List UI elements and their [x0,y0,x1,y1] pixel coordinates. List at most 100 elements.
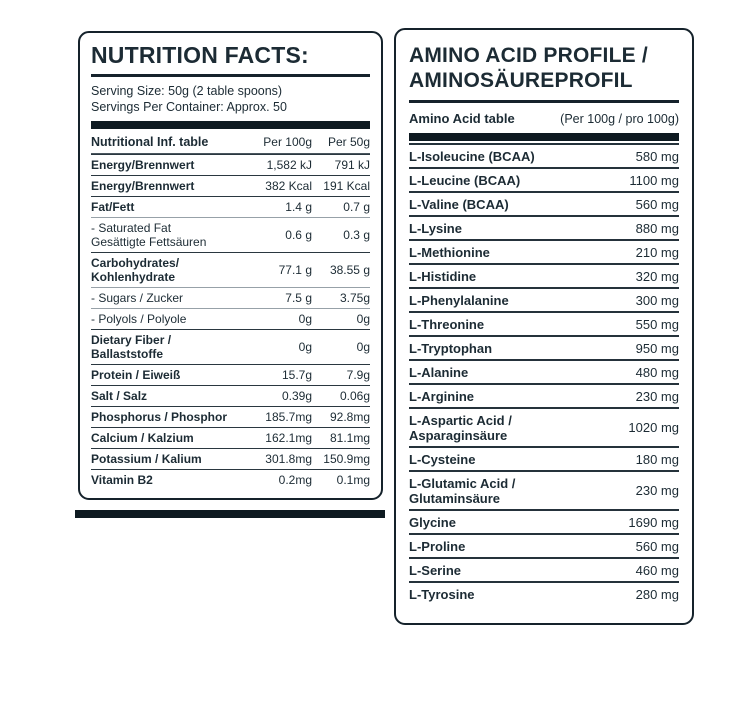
nutrient-label: - Saturated Fat Gesättigte Fettsäuren [91,221,207,249]
amino-table-row: L-Alanine 480 mg [409,359,679,383]
amino-acid-amount: 210 mg [635,244,679,260]
nutrient-value-per100g: 1,582 kJ [266,158,312,172]
nutrition-table-row: - Saturated Fat Gesättigte Fettsäuren 0.… [91,217,370,252]
nutrition-table-row: Fat/Fett 1.4 g 0.7 g [91,196,370,217]
amino-acid-profile-panel: AMINO ACID PROFILE / AMINOSÄUREPROFIL Am… [394,28,694,625]
nutrient-value-per50g: 0.06g [339,389,370,403]
nutrient-value-per50g: 0.3 g [343,228,370,242]
nutrient-value-per50g: 791 kJ [334,158,370,172]
nutrition-table-row: Dietary Fiber / Ballaststoffe 0g 0g [91,329,370,364]
nutrition-table-body: Energy/Brennwert 1,582 kJ 791 kJ Energy/… [91,154,370,490]
amino-table-row: Glycine 1690 mg [409,509,679,533]
nutrition-facts-title: NUTRITION FACTS: [91,42,309,68]
amino-header-units: (Per 100g / pro 100g) [560,112,679,126]
amino-profile-title: AMINO ACID PROFILE / AMINOSÄUREPROFIL [409,43,679,93]
amino-acid-amount: 300 mg [635,292,679,308]
amino-acid-amount: 230 mg [635,388,679,404]
amino-table-row: L-Isoleucine (BCAA) 580 mg [409,143,679,167]
servings-per-container-text: Servings Per Container: Approx. 50 [91,100,287,114]
section-bar [91,121,370,129]
amino-acid-name: L-Proline [409,538,466,554]
amino-table-body: L-Isoleucine (BCAA) 580 mg L-Leucine (BC… [409,143,679,605]
amino-table-row: L-Methionine 210 mg [409,239,679,263]
amino-acid-name: L-Histidine [409,268,477,284]
amino-acid-name: L-Valine (BCAA) [409,196,509,212]
amino-acid-amount: 580 mg [635,148,679,164]
amino-acid-name: L-Threonine [409,316,485,332]
nutrient-value-per100g: 7.5 g [285,291,312,305]
nutrient-value-per50g: 81.1mg [329,431,370,445]
nutrition-table-row: Phosphorus / Phosphor 185.7mg 92.8mg [91,406,370,427]
nutrient-value-per50g: 38.55 g [329,263,370,277]
nutrition-table-row: Potassium / Kalium 301.8mg 150.9mg [91,448,370,469]
nutrient-value-per100g: 1.4 g [285,200,312,214]
nutrient-value-per50g: 0g [356,312,370,326]
amino-acid-amount: 1020 mg [628,420,679,435]
nutrient-label: Salt / Salz [91,389,148,403]
nutrient-label: - Sugars / Zucker [91,291,184,305]
bottom-divider-bar [75,510,385,518]
title-divider [409,100,679,103]
amino-acid-amount: 460 mg [635,562,679,578]
nutrition-header-per50g: Per 50g [327,135,370,149]
nutrient-value-per100g: 0g [298,340,312,354]
nutrient-value-per50g: 191 Kcal [323,179,370,193]
nutrient-value-per100g: 0.2mg [278,473,312,487]
amino-table-row: L-Cysteine 180 mg [409,446,679,470]
nutrient-label: Fat/Fett [91,200,135,214]
nutrient-label: - Polyols / Polyole [91,312,187,326]
serving-size-text: Serving Size: 50g (2 table spoons) [91,84,283,98]
amino-acid-name: L-Alanine [409,364,469,380]
amino-acid-amount: 180 mg [635,451,679,467]
amino-acid-amount: 950 mg [635,340,679,356]
amino-acid-amount: 230 mg [635,483,679,498]
nutrient-value-per100g: 0g [298,312,312,326]
amino-acid-amount: 480 mg [635,364,679,380]
nutrient-label: Calcium / Kalzium [91,431,194,445]
amino-acid-amount: 550 mg [635,316,679,332]
amino-acid-name: L-Lysine [409,220,462,236]
nutrient-value-per100g: 0.39g [281,389,312,403]
amino-table-row: L-Phenylalanine 300 mg [409,287,679,311]
amino-table-row: L-Serine 460 mg [409,557,679,581]
amino-acid-amount: 560 mg [635,538,679,554]
amino-table-row: L-Lysine 880 mg [409,215,679,239]
nutrient-value-per100g: 77.1 g [278,263,312,277]
nutrient-label: Dietary Fiber / Ballaststoffe [91,333,172,361]
amino-acid-amount: 560 mg [635,196,679,212]
amino-table-row: L-Glutamic Acid / Glutaminsäure 230 mg [409,470,679,509]
amino-acid-name: L-Leucine (BCAA) [409,172,521,188]
title-divider [91,74,370,77]
nutrition-table-row: - Sugars / Zucker 7.5 g 3.75g [91,287,370,308]
amino-acid-amount: 320 mg [635,268,679,284]
nutrition-facts-panel: NUTRITION FACTS: Serving Size: 50g (2 ta… [78,31,383,500]
nutrient-label: Potassium / Kalium [91,452,202,466]
amino-acid-name: L-Tyrosine [409,586,475,602]
nutrient-label: Energy/Brennwert [91,179,195,193]
amino-table-header: Amino Acid table (Per 100g / pro 100g) [409,109,679,131]
amino-acid-name: L-Arginine [409,388,474,404]
nutrient-value-per100g: 301.8mg [265,452,312,466]
nutrient-label: Vitamin B2 [91,473,153,487]
amino-acid-amount: 280 mg [635,586,679,602]
nutrient-value-per100g: 382 Kcal [265,179,312,193]
nutrient-value-per50g: 7.9g [346,368,370,382]
nutrition-table-header: Nutritional Inf. table Per 100g Per 50g [91,133,370,154]
nutrient-value-per100g: 0.6 g [285,228,312,242]
nutrient-value-per100g: 15.7g [281,368,312,382]
amino-table-row: L-Histidine 320 mg [409,263,679,287]
nutrition-table-row: Vitamin B2 0.2mg 0.1mg [91,469,370,490]
amino-acid-name: L-Tryptophan [409,340,493,356]
nutrient-value-per50g: 0g [356,340,370,354]
amino-table-row: L-Tyrosine 280 mg [409,581,679,605]
nutrition-table-row: - Polyols / Polyole 0g 0g [91,308,370,329]
nutrition-table-row: Energy/Brennwert 1,582 kJ 791 kJ [91,154,370,175]
nutrient-label: Carbohydrates/ Kohlenhydrate [91,256,180,284]
nutrient-label: Protein / Eiweiß [91,368,181,382]
amino-title-line1: AMINO ACID PROFILE / [409,44,648,67]
nutrition-table-row: Protein / Eiweiß 15.7g 7.9g [91,364,370,385]
nutrition-table-row: Energy/Brennwert 382 Kcal 191 Kcal [91,175,370,196]
amino-acid-name: L-Cysteine [409,451,476,467]
amino-header-label: Amino Acid table [409,111,515,126]
amino-table-row: L-Arginine 230 mg [409,383,679,407]
